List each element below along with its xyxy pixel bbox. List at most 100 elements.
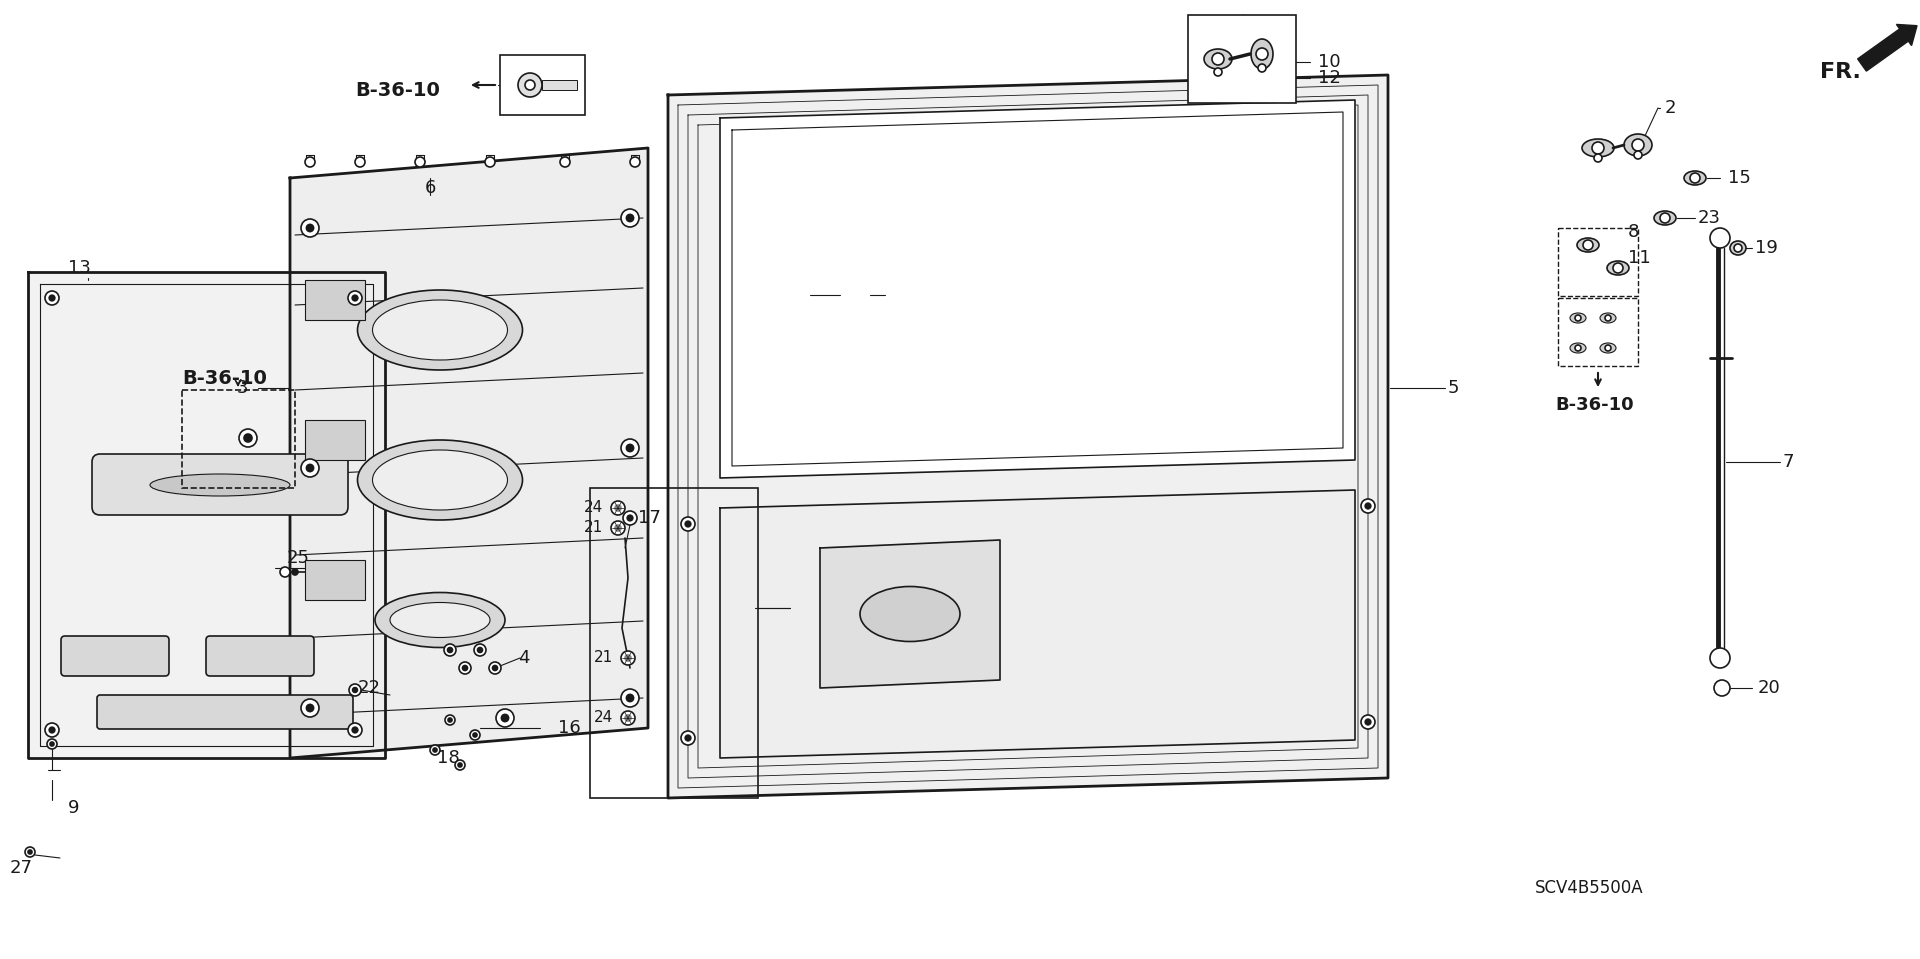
Text: B-36-10: B-36-10 bbox=[182, 368, 267, 387]
Circle shape bbox=[50, 727, 56, 733]
Circle shape bbox=[50, 742, 54, 746]
Ellipse shape bbox=[374, 593, 505, 647]
Circle shape bbox=[348, 291, 363, 305]
Bar bbox=[541, 80, 578, 90]
Ellipse shape bbox=[1653, 211, 1676, 225]
Circle shape bbox=[1574, 315, 1580, 321]
Bar bbox=[305, 280, 365, 320]
Circle shape bbox=[1582, 240, 1594, 250]
Circle shape bbox=[501, 714, 509, 721]
Ellipse shape bbox=[860, 587, 960, 642]
Circle shape bbox=[1711, 648, 1730, 668]
Circle shape bbox=[1212, 53, 1225, 65]
Text: 1: 1 bbox=[879, 286, 891, 304]
Circle shape bbox=[1734, 244, 1741, 252]
Circle shape bbox=[351, 295, 357, 301]
Text: 17: 17 bbox=[637, 509, 660, 527]
Circle shape bbox=[620, 689, 639, 707]
Ellipse shape bbox=[1576, 238, 1599, 252]
Circle shape bbox=[486, 157, 495, 167]
Circle shape bbox=[463, 666, 467, 670]
Circle shape bbox=[1213, 68, 1221, 76]
Circle shape bbox=[622, 511, 637, 525]
Circle shape bbox=[620, 711, 636, 725]
Ellipse shape bbox=[1624, 134, 1651, 156]
Circle shape bbox=[478, 647, 482, 652]
Circle shape bbox=[620, 209, 639, 227]
Circle shape bbox=[1613, 263, 1622, 273]
Circle shape bbox=[1594, 154, 1601, 162]
Polygon shape bbox=[720, 100, 1356, 478]
Circle shape bbox=[685, 521, 691, 526]
Circle shape bbox=[307, 224, 313, 232]
Circle shape bbox=[44, 723, 60, 737]
Circle shape bbox=[1574, 345, 1580, 351]
Circle shape bbox=[1605, 315, 1611, 321]
Circle shape bbox=[351, 727, 357, 733]
Ellipse shape bbox=[1599, 313, 1617, 323]
Text: 18: 18 bbox=[436, 749, 459, 767]
Circle shape bbox=[447, 718, 451, 722]
Text: B-36-10: B-36-10 bbox=[355, 81, 440, 100]
Circle shape bbox=[1632, 139, 1644, 151]
Circle shape bbox=[355, 157, 365, 167]
Text: 14: 14 bbox=[768, 599, 791, 617]
Text: 13: 13 bbox=[67, 259, 90, 277]
Circle shape bbox=[495, 709, 515, 727]
Text: 3: 3 bbox=[236, 379, 248, 397]
Circle shape bbox=[25, 847, 35, 857]
Text: 11: 11 bbox=[1628, 249, 1651, 267]
Circle shape bbox=[307, 705, 313, 712]
Circle shape bbox=[524, 80, 536, 90]
Text: 21: 21 bbox=[593, 650, 612, 666]
FancyBboxPatch shape bbox=[92, 454, 348, 515]
Circle shape bbox=[301, 699, 319, 717]
Circle shape bbox=[620, 439, 639, 457]
Circle shape bbox=[626, 655, 632, 661]
Circle shape bbox=[445, 715, 455, 725]
Circle shape bbox=[1715, 680, 1730, 696]
Text: SCV4B5500A: SCV4B5500A bbox=[1534, 879, 1644, 897]
Circle shape bbox=[244, 434, 252, 442]
Text: 15: 15 bbox=[1728, 169, 1751, 187]
Circle shape bbox=[685, 736, 691, 740]
Circle shape bbox=[1592, 142, 1603, 154]
Circle shape bbox=[46, 739, 58, 749]
Polygon shape bbox=[820, 540, 1000, 688]
Text: 14: 14 bbox=[793, 599, 816, 617]
Circle shape bbox=[301, 219, 319, 237]
Circle shape bbox=[1365, 719, 1371, 725]
Text: 24: 24 bbox=[584, 501, 603, 516]
Circle shape bbox=[301, 459, 319, 477]
Ellipse shape bbox=[1252, 39, 1273, 69]
Text: 1: 1 bbox=[843, 286, 854, 304]
Circle shape bbox=[682, 731, 695, 745]
Bar bbox=[305, 420, 365, 460]
Ellipse shape bbox=[357, 440, 522, 520]
Polygon shape bbox=[720, 490, 1356, 758]
Text: 5: 5 bbox=[1448, 379, 1459, 397]
Text: 20: 20 bbox=[1759, 679, 1780, 697]
Text: 22: 22 bbox=[357, 679, 380, 697]
Circle shape bbox=[614, 505, 620, 511]
Circle shape bbox=[474, 644, 486, 656]
Ellipse shape bbox=[1571, 343, 1586, 353]
Circle shape bbox=[1361, 499, 1375, 513]
FancyArrow shape bbox=[1859, 24, 1916, 71]
Circle shape bbox=[472, 733, 476, 737]
Circle shape bbox=[280, 567, 290, 577]
Circle shape bbox=[459, 763, 463, 767]
Circle shape bbox=[561, 157, 570, 167]
Text: 16: 16 bbox=[559, 719, 580, 737]
Circle shape bbox=[349, 684, 361, 696]
Circle shape bbox=[626, 444, 634, 452]
Ellipse shape bbox=[357, 290, 522, 370]
Circle shape bbox=[238, 429, 257, 447]
Ellipse shape bbox=[150, 474, 290, 496]
Circle shape bbox=[447, 647, 453, 652]
Text: 24: 24 bbox=[593, 711, 612, 726]
Circle shape bbox=[353, 688, 357, 692]
Ellipse shape bbox=[1607, 261, 1628, 275]
Circle shape bbox=[44, 291, 60, 305]
Circle shape bbox=[455, 760, 465, 770]
